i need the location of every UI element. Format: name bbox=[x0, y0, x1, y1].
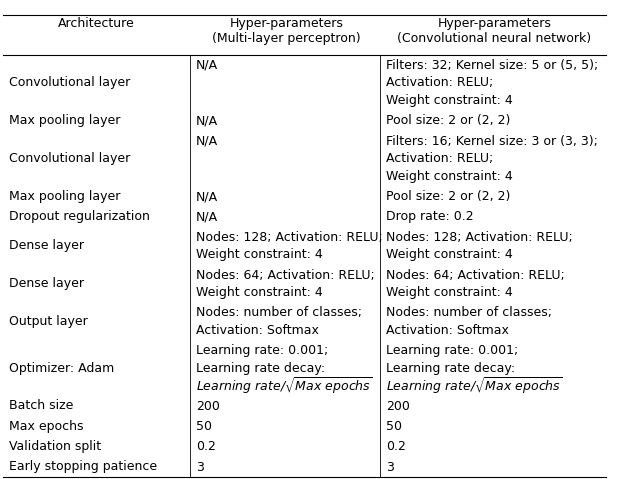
Text: Activation: Softmax: Activation: Softmax bbox=[386, 324, 509, 337]
Text: Nodes: 64; Activation: RELU;: Nodes: 64; Activation: RELU; bbox=[386, 269, 564, 282]
Text: 3: 3 bbox=[196, 461, 204, 474]
Text: Dropout regularization: Dropout regularization bbox=[9, 210, 150, 223]
Text: Nodes: 128; Activation: RELU;: Nodes: 128; Activation: RELU; bbox=[386, 231, 573, 244]
Text: Early stopping patience: Early stopping patience bbox=[9, 460, 157, 473]
Text: Weight constraint: 4: Weight constraint: 4 bbox=[196, 248, 323, 261]
Text: 200: 200 bbox=[386, 400, 410, 413]
Text: 50: 50 bbox=[386, 420, 402, 433]
Text: Weight constraint: 4: Weight constraint: 4 bbox=[386, 248, 513, 261]
Text: Optimizer: Adam: Optimizer: Adam bbox=[9, 362, 114, 375]
Text: Weight constraint: 4: Weight constraint: 4 bbox=[386, 286, 513, 299]
Text: Nodes: 64; Activation: RELU;: Nodes: 64; Activation: RELU; bbox=[196, 269, 374, 282]
Text: Convolutional layer: Convolutional layer bbox=[9, 76, 130, 89]
Text: 200: 200 bbox=[196, 400, 220, 413]
Text: N/A: N/A bbox=[196, 135, 218, 148]
Text: Filters: 32; Kernel size: 5 or (5, 5);: Filters: 32; Kernel size: 5 or (5, 5); bbox=[386, 59, 598, 72]
Text: Filters: 16; Kernel size: 3 or (3, 3);: Filters: 16; Kernel size: 3 or (3, 3); bbox=[386, 135, 598, 148]
Text: Learning rate: 0.001;: Learning rate: 0.001; bbox=[196, 344, 328, 357]
Text: N/A: N/A bbox=[196, 59, 218, 72]
Text: Pool size: 2 or (2, 2): Pool size: 2 or (2, 2) bbox=[386, 114, 510, 127]
Text: Learning rate decay:: Learning rate decay: bbox=[386, 362, 515, 375]
Text: 0.2: 0.2 bbox=[196, 441, 216, 454]
Text: Nodes: number of classes;: Nodes: number of classes; bbox=[386, 307, 552, 319]
Text: 50: 50 bbox=[196, 420, 212, 433]
Text: Weight constraint: 4: Weight constraint: 4 bbox=[386, 94, 513, 107]
Text: Learning rate: 0.001;: Learning rate: 0.001; bbox=[386, 344, 518, 357]
Text: Hyper-parameters
(Convolutional neural network): Hyper-parameters (Convolutional neural n… bbox=[397, 17, 591, 45]
Text: Hyper-parameters
(Multi-layer perceptron): Hyper-parameters (Multi-layer perceptron… bbox=[212, 17, 360, 45]
Text: Drop rate: 0.2: Drop rate: 0.2 bbox=[386, 210, 474, 223]
Text: N/A: N/A bbox=[196, 190, 218, 203]
Text: Weight constraint: 4: Weight constraint: 4 bbox=[196, 286, 323, 299]
Text: Dense layer: Dense layer bbox=[9, 277, 84, 290]
Text: Max epochs: Max epochs bbox=[9, 420, 83, 433]
Text: Validation split: Validation split bbox=[9, 440, 101, 453]
Text: Activation: Softmax: Activation: Softmax bbox=[196, 324, 319, 337]
Text: Architecture: Architecture bbox=[58, 17, 134, 30]
Text: 3: 3 bbox=[386, 461, 394, 474]
Text: 0.2: 0.2 bbox=[386, 441, 406, 454]
Text: Activation: RELU;: Activation: RELU; bbox=[386, 152, 493, 165]
Text: Dense layer: Dense layer bbox=[9, 239, 84, 252]
Text: Max pooling layer: Max pooling layer bbox=[9, 190, 120, 203]
Text: N/A: N/A bbox=[196, 210, 218, 223]
Text: Convolutional layer: Convolutional layer bbox=[9, 152, 130, 165]
Text: N/A: N/A bbox=[196, 114, 218, 127]
Text: Nodes: number of classes;: Nodes: number of classes; bbox=[196, 307, 362, 319]
Text: Max pooling layer: Max pooling layer bbox=[9, 114, 120, 127]
Text: Pool size: 2 or (2, 2): Pool size: 2 or (2, 2) bbox=[386, 190, 510, 203]
Text: Nodes: 128; Activation: RELU;: Nodes: 128; Activation: RELU; bbox=[196, 231, 383, 244]
Text: Learning rate/$\sqrt{Max\ epochs}$: Learning rate/$\sqrt{Max\ epochs}$ bbox=[196, 376, 372, 396]
Text: Output layer: Output layer bbox=[9, 315, 88, 328]
Text: Activation: RELU;: Activation: RELU; bbox=[386, 76, 493, 90]
Text: Batch size: Batch size bbox=[9, 399, 73, 412]
Text: Learning rate decay:: Learning rate decay: bbox=[196, 362, 325, 375]
Text: Learning rate/$\sqrt{Max\ epochs}$: Learning rate/$\sqrt{Max\ epochs}$ bbox=[386, 376, 563, 396]
Text: Weight constraint: 4: Weight constraint: 4 bbox=[386, 170, 513, 182]
